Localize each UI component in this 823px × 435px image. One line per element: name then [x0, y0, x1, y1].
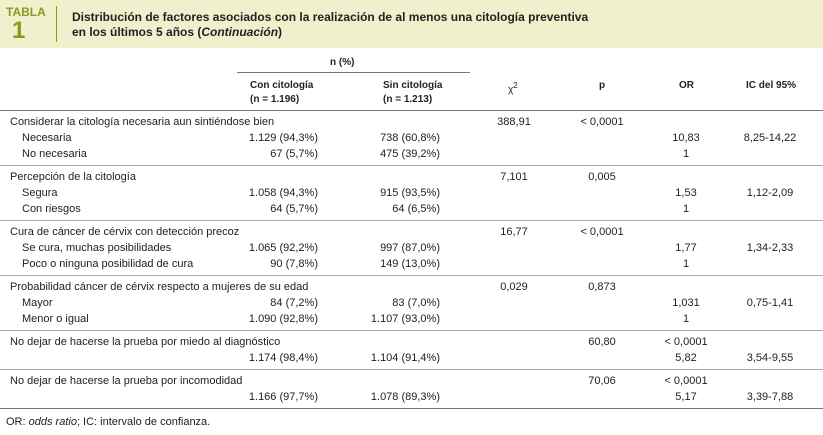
row-label: Mayor	[22, 297, 53, 309]
cell: 1	[682, 313, 690, 325]
row-label: Necesaria	[22, 132, 72, 144]
rule	[0, 408, 823, 409]
cell: 8,25-14,22	[743, 132, 797, 144]
cell: 1,53	[675, 187, 697, 199]
cell: < 0,0001	[580, 116, 624, 128]
col-header: OR	[679, 80, 694, 91]
cell: 10,83	[672, 132, 700, 144]
cell: 1,12-2,09	[746, 187, 794, 199]
cell: 1,77	[675, 242, 697, 254]
row-label: No necesaria	[22, 148, 87, 160]
row-label: Poco o ninguna posibilidad de cura	[22, 258, 194, 270]
rule	[0, 110, 823, 111]
table-number: 1	[12, 17, 26, 44]
col-header: (n = 1.213)	[383, 94, 433, 105]
cell: 388,91	[497, 116, 531, 128]
title-italic: Continuación	[201, 25, 279, 39]
cell: 1.090 (92,8%)	[248, 313, 318, 325]
cell: 1.129 (94,3%)	[248, 132, 318, 144]
cell: 997 (87,0%)	[380, 242, 440, 254]
cell: 64 (6,5%)	[392, 203, 440, 215]
cell: 16,77	[500, 226, 528, 238]
cell: 1.174 (98,4%)	[248, 352, 318, 364]
cell: 1.107 (93,0%)	[370, 313, 440, 325]
rule	[0, 165, 823, 166]
cell: 90 (7,8%)	[270, 258, 318, 270]
cell: 67 (5,7%)	[270, 148, 318, 160]
title-line: en los últimos 5 años (Continuación)	[72, 25, 282, 39]
cell: 3,39-7,88	[746, 391, 794, 403]
footnote-text: OR:	[6, 416, 29, 428]
cell: 60,80	[588, 336, 616, 348]
title-line: Distribución de factores asociados con l…	[72, 10, 589, 24]
cell: 70,06	[588, 375, 616, 387]
row-label: Se cura, muchas posibilidades	[22, 242, 172, 254]
cell: 84 (7,2%)	[270, 297, 318, 309]
cell: 5,17	[675, 391, 697, 403]
footnote: OR: odds ratio; IC: intervalo de confian…	[6, 415, 210, 429]
cell: < 0,0001	[664, 375, 708, 387]
cell: 1.065 (92,2%)	[248, 242, 318, 254]
rule	[0, 330, 823, 331]
header-divider	[56, 6, 57, 42]
chi-sup: 2	[513, 81, 518, 90]
rule	[237, 72, 470, 73]
header-band	[0, 0, 823, 48]
rule	[0, 369, 823, 370]
col-header: p	[599, 80, 606, 91]
cell: 64 (5,7%)	[270, 203, 318, 215]
col-header: Sin citología	[383, 80, 443, 91]
footnote-text: ; IC: intervalo de confianza.	[76, 416, 211, 428]
cell: 0,029	[500, 281, 528, 293]
rule	[0, 275, 823, 276]
row-label: Cura de cáncer de cérvix con detección p…	[10, 226, 240, 238]
row-label: Considerar la citología necesaria aun si…	[10, 116, 275, 128]
cell: 83 (7,0%)	[392, 297, 440, 309]
cell: 1.058 (94,3%)	[248, 187, 318, 199]
row-label: Menor o igual	[22, 313, 89, 325]
cell: < 0,0001	[664, 336, 708, 348]
cell: < 0,0001	[580, 226, 624, 238]
cell: 915 (93,5%)	[380, 187, 440, 199]
cell: 7,101	[500, 171, 528, 183]
cell: 1	[682, 203, 690, 215]
row-label: Percepción de la citología	[10, 171, 136, 183]
cell: 1	[682, 258, 690, 270]
title-text: )	[278, 25, 283, 39]
cell: 0,873	[588, 281, 616, 293]
cell: 475 (39,2%)	[380, 148, 440, 160]
footnote-italic: odds ratio	[28, 416, 77, 428]
cell: 738 (60,8%)	[380, 132, 440, 144]
cell: 0,75-1,41	[746, 297, 794, 309]
row-label: No dejar de hacerse la prueba por miedo …	[10, 336, 281, 348]
cell: 0,005	[588, 171, 616, 183]
cell: 1.078 (89,3%)	[370, 391, 440, 403]
group-header: n (%)	[330, 57, 355, 68]
cell: 149 (13,0%)	[380, 258, 440, 270]
row-label: No dejar de hacerse la prueba por incomo…	[10, 375, 243, 387]
col-header: IC del 95%	[746, 80, 797, 91]
table-label: TABLA	[6, 5, 46, 19]
cell: 1.104 (91,4%)	[370, 352, 440, 364]
title-text: en los últimos 5 años (	[72, 25, 202, 39]
col-header: (n = 1.196)	[250, 94, 300, 105]
cell: 1,031	[672, 297, 700, 309]
rule	[0, 220, 823, 221]
cell: 1	[682, 148, 690, 160]
chi: χ	[508, 84, 514, 96]
cell: 1,34-2,33	[746, 242, 794, 254]
row-label: Con riesgos	[22, 203, 81, 215]
cell: 1.166 (97,7%)	[248, 391, 318, 403]
cell: 5,82	[675, 352, 697, 364]
row-label: Segura	[22, 187, 58, 199]
col-header: Con citología	[250, 80, 314, 91]
col-header: χ2	[508, 79, 518, 97]
row-label: Probabilidad cáncer de cérvix respecto a…	[10, 281, 309, 293]
cell: 3,54-9,55	[746, 352, 794, 364]
